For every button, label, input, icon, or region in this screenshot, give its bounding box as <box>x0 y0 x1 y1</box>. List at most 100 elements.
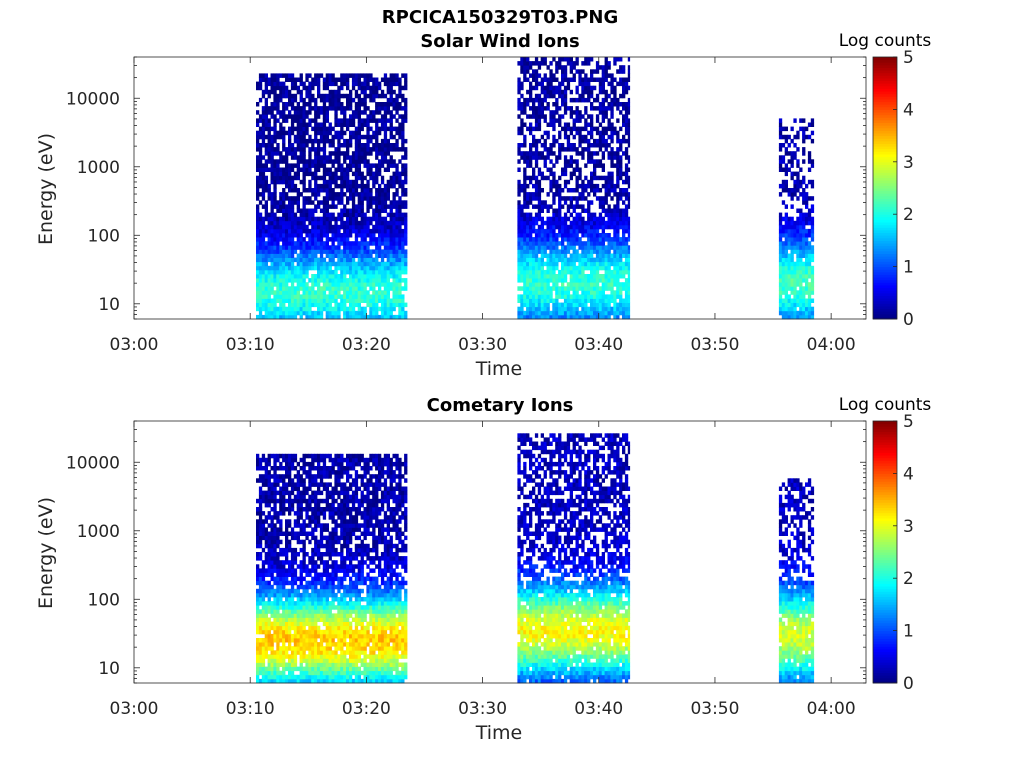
spectrogram-cell <box>604 57 608 62</box>
spectrogram-cell <box>520 122 524 127</box>
spectrogram-cell <box>279 294 283 299</box>
spectrogram-cell <box>627 278 631 283</box>
spectrogram-cell <box>546 204 550 209</box>
spectrogram-cell <box>796 249 800 254</box>
spectrogram-cell <box>354 138 359 144</box>
spectrogram-cell <box>616 171 620 177</box>
spectrogram-cell <box>529 294 533 299</box>
spectrogram-cell <box>293 118 298 123</box>
spectrogram-cell <box>346 122 350 127</box>
spectrogram-cell <box>404 175 408 181</box>
spectrogram-cell <box>520 314 524 320</box>
spectrogram-cell <box>520 204 524 209</box>
spectrogram-cell <box>383 196 388 201</box>
spectrogram-cell <box>386 302 390 308</box>
spectrogram-cell <box>389 85 393 91</box>
spectrogram-cell <box>279 257 283 263</box>
colorbar-band <box>873 203 897 207</box>
spectrogram-cell <box>401 138 405 144</box>
spectrogram-cell <box>389 212 393 218</box>
spectrogram-cell <box>532 155 536 160</box>
spectrogram-cell <box>529 126 533 132</box>
spectrogram-cell <box>616 302 620 308</box>
spectrogram-cell <box>258 237 263 242</box>
spectrogram-cell <box>601 257 605 263</box>
spectrogram-cell <box>299 130 303 136</box>
spectrogram-cell <box>380 138 385 144</box>
colorbar-tick-label: 5 <box>903 48 914 68</box>
spectrogram-cell <box>566 224 571 230</box>
data-block <box>778 118 815 320</box>
spectrogram-cell <box>778 241 783 246</box>
spectrogram-cell <box>261 171 266 177</box>
spectrogram-cell <box>398 294 402 299</box>
spectrogram-cell <box>363 286 367 291</box>
spectrogram-cell <box>270 196 274 201</box>
spectrogram-cell <box>604 302 608 308</box>
spectrogram-cell <box>537 282 542 287</box>
spectrogram-cell <box>372 147 376 152</box>
spectrogram-cell <box>526 228 530 234</box>
spectrogram-cell <box>569 253 573 258</box>
spectrogram-cell <box>267 237 271 242</box>
spectrogram-cell <box>581 249 585 254</box>
spectrogram-cell <box>270 155 274 160</box>
spectrogram-cell <box>619 269 623 275</box>
colorbar-band <box>873 125 897 129</box>
spectrogram-cell <box>288 212 292 218</box>
spectrogram-cell <box>590 294 594 299</box>
spectrogram-cell <box>314 253 318 258</box>
spectrogram-cell <box>354 183 359 189</box>
spectrogram-cell <box>802 196 806 201</box>
spectrogram-cell <box>340 220 344 226</box>
colorbar-band <box>873 132 897 137</box>
spectrogram-cell <box>288 179 292 185</box>
spectrogram-cell <box>561 310 565 316</box>
spectrogram-cell <box>317 163 321 168</box>
spectrogram-cell <box>331 245 335 250</box>
spectrogram-cell <box>369 278 373 283</box>
spectrogram-cell <box>404 269 408 275</box>
spectrogram-cell <box>375 200 379 205</box>
spectrogram-cell <box>561 204 565 209</box>
spectrogram-cell <box>595 220 600 226</box>
spectrogram-cell <box>555 208 559 213</box>
spectrogram-cell <box>319 216 324 222</box>
spectrogram-cell <box>334 110 338 115</box>
spectrogram-cell <box>305 212 309 218</box>
spectrogram-cell <box>520 298 524 303</box>
spectrogram-cell <box>375 126 379 132</box>
spectrogram-cell <box>389 143 393 148</box>
spectrogram-cell <box>523 265 527 271</box>
spectrogram-cell <box>569 57 573 62</box>
spectrogram-cell <box>540 286 544 291</box>
spectrogram-cell <box>264 200 268 205</box>
spectrogram-cell <box>264 224 268 230</box>
spectrogram-cell <box>386 163 390 168</box>
spectrogram-cell <box>334 81 338 87</box>
spectrogram-cell <box>598 204 603 209</box>
spectrogram-cell <box>598 310 603 316</box>
spectrogram-cell <box>354 167 359 172</box>
spectrogram-cell <box>314 73 318 78</box>
spectrogram-cell <box>575 249 579 254</box>
spectrogram-cell <box>311 265 315 271</box>
spectrogram-cell <box>805 257 809 263</box>
spectrogram-cell <box>561 286 565 291</box>
spectrogram-cell <box>311 208 315 213</box>
spectrogram-cell <box>537 233 542 238</box>
spectrogram-cell <box>529 261 533 267</box>
spectrogram-cell <box>532 257 536 263</box>
spectrogram-cell <box>627 265 631 271</box>
spectrogram-cell <box>540 61 544 66</box>
spectrogram-cell <box>627 306 631 312</box>
spectrogram-cell <box>383 241 388 246</box>
spectrogram-cell <box>581 298 585 303</box>
spectrogram-cell <box>267 106 271 111</box>
spectrogram-cell <box>601 134 605 140</box>
spectrogram-cell <box>578 192 582 197</box>
spectrogram-cell <box>593 249 597 254</box>
spectrogram-cell <box>349 118 353 123</box>
spectrogram-cell <box>566 204 571 209</box>
spectrogram-cell <box>627 179 631 185</box>
